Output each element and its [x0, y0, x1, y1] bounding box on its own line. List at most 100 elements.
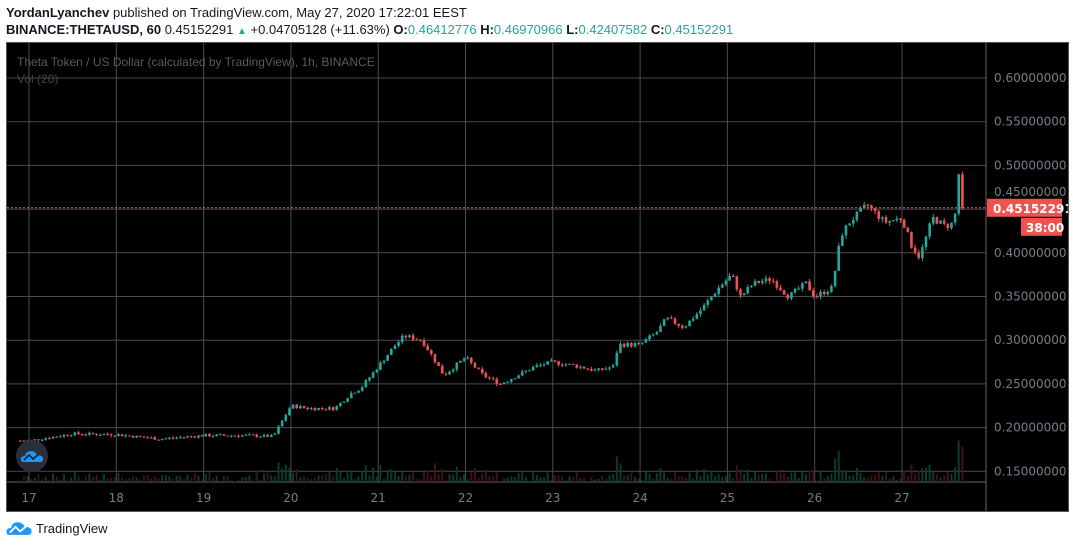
volume-bar: [819, 470, 822, 482]
volume-bar: [219, 480, 222, 482]
candle-body: [302, 406, 306, 408]
volume-bar: [954, 467, 957, 482]
volume-bar: [197, 475, 200, 482]
volume-bar: [597, 479, 600, 482]
date-tick-label: 25: [720, 491, 735, 505]
candle-body: [913, 247, 917, 253]
candle-body: [742, 293, 746, 296]
candle-body: [346, 398, 349, 402]
volume-bar: [459, 476, 462, 482]
volume-bar: [637, 478, 640, 482]
volume-bar: [695, 469, 698, 482]
volume-bar: [423, 472, 426, 482]
volume-bar: [444, 479, 447, 482]
candle-body: [619, 343, 622, 353]
chart-title: Theta Token / US Dollar (calculated by T…: [17, 55, 375, 69]
candle-body: [648, 335, 651, 340]
volume-bar: [302, 476, 305, 482]
candle-body: [259, 436, 262, 438]
volume-bar: [372, 467, 375, 482]
volume-bar: [281, 468, 284, 482]
candle-body: [95, 433, 98, 436]
candle-body: [375, 369, 379, 373]
candle-body: [299, 406, 302, 409]
candle-body: [131, 435, 135, 438]
volume-bar: [543, 477, 546, 482]
candle-body: [830, 285, 833, 292]
volume-bar: [201, 479, 204, 482]
volume-bar: [630, 472, 633, 482]
date-tick-label: 18: [109, 491, 124, 505]
volume-bar: [230, 480, 233, 482]
author-link[interactable]: YordanLyanchev: [6, 5, 110, 20]
candle-body: [193, 436, 197, 438]
candle-body: [317, 407, 320, 411]
tradingview-logo-button[interactable]: [16, 440, 48, 472]
candle-body: [142, 436, 146, 438]
candle-body: [771, 280, 775, 282]
volume-bar: [586, 481, 589, 482]
candle-body: [502, 382, 506, 385]
candle-body: [244, 434, 248, 436]
volume-bar: [510, 476, 513, 482]
volume-bar: [306, 477, 309, 482]
volume-bar: [259, 480, 262, 482]
candle-body: [440, 366, 444, 374]
candle-body: [179, 437, 182, 439]
countdown-badge: [1021, 217, 1062, 236]
volume-bar: [186, 475, 189, 482]
candle-body: [415, 339, 419, 341]
price-chart[interactable]: 0.60000000 0.55000000 0.50000000 0.45000000…: [6, 42, 1069, 512]
candle-body: [848, 223, 851, 226]
volume-bar: [608, 475, 611, 482]
candle-body: [280, 420, 284, 427]
candle-body: [779, 287, 782, 291]
volume-bar: [386, 469, 389, 482]
candle-body: [931, 216, 935, 224]
volume-bar: [852, 475, 855, 482]
volume-bar: [150, 478, 153, 482]
candle-body: [430, 350, 433, 354]
candle-body: [571, 363, 575, 365]
volume-bar: [481, 473, 484, 482]
candle-body: [710, 296, 713, 301]
candle-body: [793, 288, 797, 293]
volume-bar: [255, 471, 258, 482]
candle-body: [575, 364, 579, 368]
volume-bar: [830, 473, 833, 482]
volume-bar: [415, 479, 418, 482]
volume-bar: [113, 476, 116, 482]
candle-body: [491, 378, 495, 380]
volume-bar: [615, 456, 618, 482]
volume-bar: [292, 472, 295, 482]
candle-body: [459, 360, 462, 363]
volume-bar: [677, 476, 680, 482]
volume-bar: [757, 474, 760, 482]
price-tick-label: 0.30000000: [994, 333, 1067, 347]
volume-bar: [146, 475, 149, 482]
volume-bar: [717, 474, 720, 482]
candle-body: [288, 408, 291, 416]
candle-body: [640, 342, 644, 344]
candle-body: [877, 211, 881, 219]
publish-date: published on TradingView.com, May 27, 20…: [112, 5, 467, 20]
candle-body: [888, 220, 891, 223]
candle-body: [320, 407, 324, 409]
candle-body: [586, 368, 590, 370]
brand-footer[interactable]: TradingView: [6, 520, 108, 536]
candle-body: [600, 368, 604, 370]
candle-body: [484, 373, 488, 378]
volume-bar: [728, 472, 731, 482]
volume-bar: [368, 475, 371, 482]
volume-bar: [393, 472, 396, 482]
candle-body: [153, 437, 157, 440]
volume-bar: [684, 478, 687, 482]
volume-bar: [681, 475, 684, 482]
candle-body: [910, 232, 913, 248]
volume-bar: [95, 474, 98, 482]
volume-bar: [826, 475, 829, 482]
candle-body: [513, 378, 517, 380]
volume-bar: [117, 473, 120, 482]
chart-canvas[interactable]: 0.60000000 0.55000000 0.50000000 0.45000000…: [7, 43, 1068, 511]
last-price-badge: [987, 198, 1062, 217]
